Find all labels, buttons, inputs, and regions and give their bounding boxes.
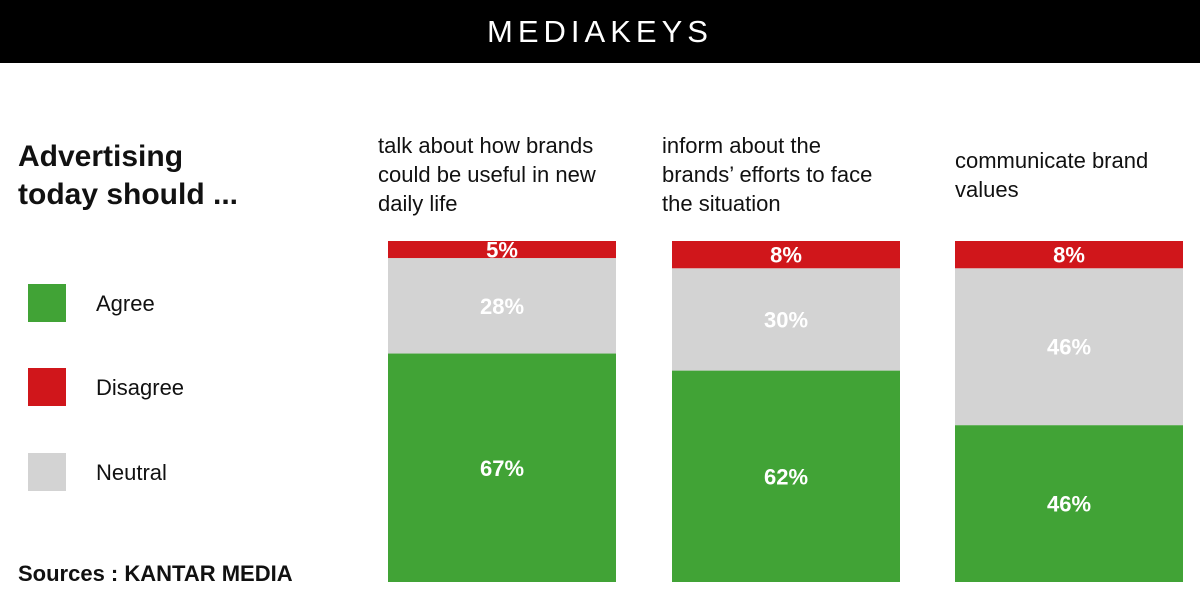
legend-swatch-agree [28, 284, 66, 322]
category-label-2-line-3: the situation [662, 191, 781, 216]
chart-title: Advertising today should ... [18, 138, 338, 214]
bar-segment-neutral-3 [955, 268, 1183, 426]
legend-label-disagree: Disagree [96, 375, 185, 400]
data-label-agree-3: 46% [1047, 492, 1091, 517]
legend-swatch-neutral [28, 453, 66, 491]
header-bar: MEDIAKEYS [0, 0, 1200, 63]
data-label-agree-1: 67% [480, 456, 524, 481]
category-label-1: talk about how brands could be useful in… [378, 131, 638, 218]
brand-logo: MEDIAKEYS [487, 14, 713, 49]
bar-segment-neutral-1 [388, 258, 616, 354]
category-label-3: communicate brand values [955, 146, 1200, 204]
category-label-1-line-3: daily life [378, 191, 458, 216]
source-note: Sources : KANTAR MEDIA [18, 561, 293, 586]
bar-segment-neutral-2 [672, 268, 900, 371]
data-label-neutral-3: 46% [1047, 335, 1091, 360]
data-label-agree-2: 62% [764, 464, 808, 489]
bar-segment-disagree-2 [672, 241, 900, 269]
bar-segment-disagree-3 [955, 241, 1183, 269]
bar-segment-agree-2 [672, 370, 900, 582]
data-label-disagree-3: 8% [1053, 243, 1085, 268]
category-label-2-line-2: brands’ efforts to face [662, 162, 873, 187]
data-label-neutral-2: 30% [764, 307, 808, 332]
category-label-3-line-1: communicate brand [955, 148, 1149, 173]
chart-title-line-2: today should ... [18, 178, 239, 211]
category-label-2: inform about the brands’ efforts to face… [662, 131, 922, 218]
data-label-neutral-1: 28% [480, 294, 524, 319]
bar-segment-disagree-1 [388, 241, 616, 259]
category-label-2-line-1: inform about the [662, 133, 821, 158]
legend-label-agree: Agree [96, 291, 155, 316]
data-label-disagree-2: 8% [770, 243, 802, 268]
bar-segment-agree-1 [388, 353, 616, 582]
legend-label-neutral: Neutral [96, 460, 167, 485]
legend-swatch-disagree [28, 368, 66, 406]
chart-title-line-1: Advertising [18, 140, 184, 173]
category-label-1-line-2: could be useful in new [378, 162, 596, 187]
category-label-3-line-2: values [955, 177, 1019, 202]
data-label-disagree-1: 5% [486, 238, 518, 263]
bar-segment-agree-3 [955, 425, 1183, 582]
category-label-1-line-1: talk about how brands [378, 133, 594, 158]
